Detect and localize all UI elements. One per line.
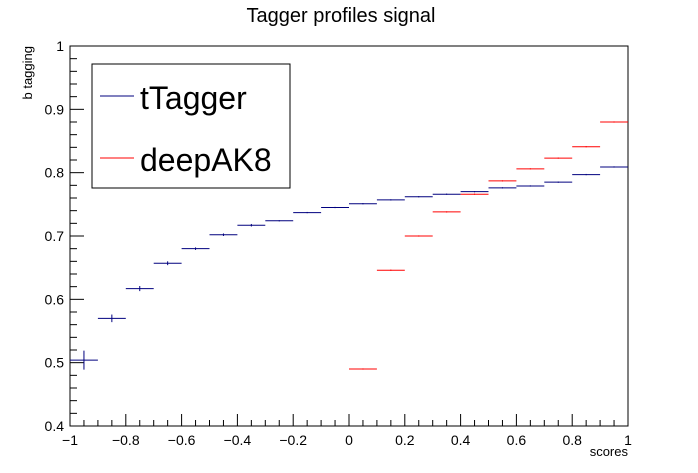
x-tick-label: 0 <box>345 432 353 448</box>
x-axis: −1 −0.8 −0.6 −0.4 −0.2 0 0.2 0.4 0.6 0.8 1 <box>62 414 632 448</box>
y-axis: 0.4 0.5 0.6 0.7 0.8 0.9 1 <box>45 38 84 434</box>
x-tick-label: 0.2 <box>395 432 415 448</box>
x-tick-label: 0.4 <box>451 432 471 448</box>
y-tick-label: 0.7 <box>45 228 65 244</box>
x-tick-label: 1 <box>624 432 632 448</box>
y-tick-label: 0.5 <box>45 355 65 371</box>
chart-title: Tagger profiles signal <box>247 5 436 27</box>
series-layer <box>70 121 628 370</box>
x-tick-label: 0.6 <box>507 432 527 448</box>
x-axis-label: scores <box>590 444 629 459</box>
legend-label-deepak8: deepAK8 <box>140 142 272 178</box>
y-tick-label: 0.9 <box>45 101 65 117</box>
x-tick-label: −1 <box>62 432 78 448</box>
y-tick-label: 0.6 <box>45 291 65 307</box>
x-tick-label: −0.8 <box>112 432 140 448</box>
x-tick-label: −0.4 <box>224 432 252 448</box>
x-tick-label: 0.8 <box>562 432 582 448</box>
series-ttagger <box>70 166 628 370</box>
y-tick-label: 0.4 <box>45 418 65 434</box>
legend-label-ttagger: tTagger <box>140 80 247 116</box>
y-tick-label: 0.8 <box>45 165 65 181</box>
legend: tTagger deepAK8 <box>91 63 291 189</box>
x-tick-label: −0.2 <box>279 432 307 448</box>
y-axis-label: b tagging <box>20 46 35 100</box>
legend-box <box>91 63 291 189</box>
series-deepak8 <box>349 121 628 370</box>
y-tick-label: 1 <box>56 38 64 54</box>
x-tick-label: −0.6 <box>168 432 196 448</box>
